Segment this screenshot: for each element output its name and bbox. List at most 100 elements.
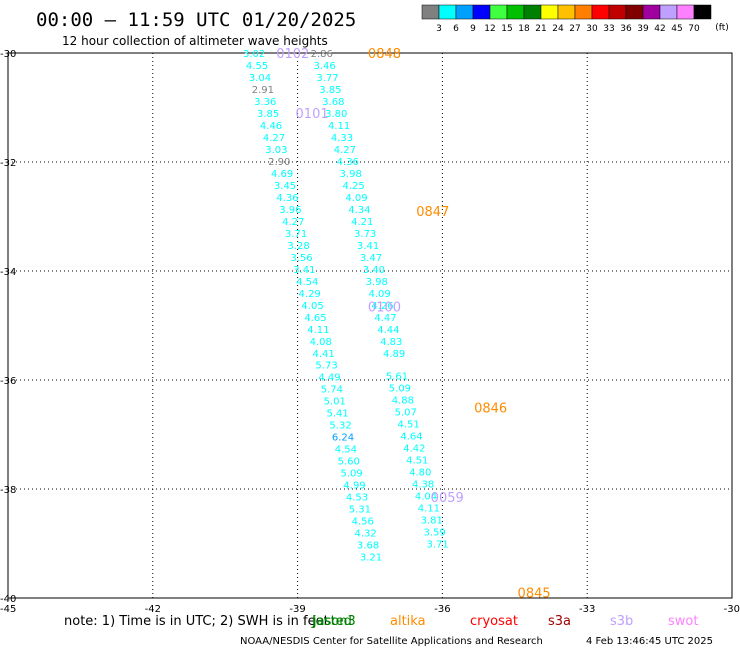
swh-value: 4.09 (345, 193, 367, 204)
swh-value: 5.61 (386, 372, 408, 383)
pass-time-label: 0848 (368, 47, 401, 62)
colorbar-label: 3 (436, 24, 442, 34)
colorbar-swatch (659, 4, 678, 20)
colorbar-swatch (608, 4, 627, 20)
swh-value: 3.40 (363, 265, 385, 276)
colorbar-label: 27 (569, 24, 580, 34)
swh-value: 4.83 (380, 337, 402, 348)
swh-value: 4.04 (415, 492, 437, 503)
y-tick-label: -40 (0, 594, 16, 605)
footer-note: note: 1) Time is in UTC; 2) SWH is in fe… (64, 614, 329, 629)
y-axis-ticks: -30 -32 -34 -36 -38 -40 (0, 49, 16, 605)
swh-value: 4.38 (412, 480, 434, 491)
pass-time-label: 0846 (474, 401, 507, 416)
swh-value: 4.36 (276, 193, 298, 204)
pass-time-labels: 0102 0101 0100 0059 0848 0847 0846 0845 (276, 47, 550, 602)
swh-value: 5.74 (321, 385, 343, 396)
colorbar-swatch (625, 4, 644, 20)
colorbar-swatch (489, 4, 508, 20)
swh-value: 4.51 (397, 420, 419, 431)
swh-value: 5.07 (395, 408, 417, 419)
swh-value: 3.41 (293, 265, 315, 276)
swh-value: 3.77 (316, 73, 338, 84)
swh-value: 5.60 (338, 457, 360, 468)
swh-value: 5.09 (341, 469, 363, 480)
swh-value: 4.44 (377, 325, 399, 336)
swh-value: 3.46 (313, 61, 335, 72)
swh-value: 5.09 (389, 384, 411, 395)
y-tick-label: -34 (0, 267, 16, 278)
swh-value: 4.64 (400, 432, 422, 443)
x-tick-label: -45 (0, 604, 16, 615)
swh-value: 4.49 (318, 373, 340, 384)
swh-value: 5.31 (349, 505, 371, 516)
swh-value: 4.11 (418, 504, 440, 515)
colorbar-label: 24 (552, 24, 564, 34)
swh-value: 5.41 (327, 409, 349, 420)
chart-title: 00:00 – 11:59 UTC 01/20/2025 (36, 9, 356, 31)
colorbar-swatch (676, 4, 695, 20)
swh-value: 3.56 (290, 253, 312, 264)
y-tick-label: -32 (0, 158, 16, 169)
swh-value: 4.09 (369, 289, 391, 300)
swh-value: 4.99 (343, 481, 365, 492)
swh-value: 4.11 (307, 325, 329, 336)
footer-timestamp: 4 Feb 13:46:45 UTC 2025 (586, 636, 713, 647)
swh-value: 3.68 (357, 541, 379, 552)
legend-item-altika: altika (390, 614, 426, 629)
swh-value: 3.85 (257, 109, 279, 120)
swh-value: 5.73 (315, 361, 337, 372)
swh-value: 4.08 (310, 337, 332, 348)
legend-item-swot: swot (668, 614, 698, 629)
swh-value: 3.71 (426, 540, 448, 551)
legend-overlap-text: Jasted (311, 614, 352, 629)
y-tick-label: -36 (0, 376, 16, 387)
legend-item-s3b: s3b (610, 614, 633, 629)
swh-value: 4.26 (371, 301, 393, 312)
colorbar-swatch (523, 4, 542, 20)
footer-credit: NOAA/NESDIS Center for Satellite Applica… (240, 636, 543, 647)
colorbar-swatch (574, 4, 593, 20)
colorbar-unit-label: (ft) (715, 23, 729, 33)
legend-item-cryosat: cryosat (470, 614, 518, 629)
swh-value: 3.98 (340, 169, 362, 180)
swh-value: 3.59 (424, 528, 446, 539)
colorbar-label: 12 (484, 24, 495, 34)
swh-value: 2.90 (268, 157, 290, 168)
swh-value: 3.71 (285, 229, 307, 240)
swh-value: 4.27 (282, 217, 304, 228)
swh-value: 5.01 (324, 397, 346, 408)
swh-value: 5.32 (329, 421, 351, 432)
swh-value: 3.85 (319, 85, 341, 96)
colorbar-label: 39 (637, 24, 649, 34)
y-tick-label: -30 (0, 49, 16, 60)
color-scale-legend: 3 6 9 12 15 18 21 24 27 30 33 36 39 42 45 70 (421, 4, 712, 34)
y-tick-label: -38 (0, 485, 16, 496)
swh-value: 4.32 (355, 529, 377, 540)
swh-value: 4.33 (331, 133, 353, 144)
swh-value: 2.86 (311, 49, 333, 60)
swh-value: 3.28 (287, 241, 309, 252)
swh-value: 3.73 (354, 229, 376, 240)
swh-points: 3.024.553.042.913.363.854.464.273.032.90… (243, 49, 449, 564)
colorbar-swatch (591, 4, 610, 20)
legend-item-jason3: jason3 (312, 614, 356, 629)
swh-value: 3.81 (421, 516, 443, 527)
swh-value: 4.47 (374, 313, 396, 324)
pass-time-label: 0059 (431, 491, 464, 506)
legend-item-s3a: s3a (548, 614, 571, 629)
swh-value: 4.27 (263, 133, 285, 144)
colorbar-label: 18 (518, 24, 530, 34)
colorbar-label: 15 (501, 24, 512, 34)
pass-time-label: 0102 (276, 47, 309, 62)
swh-value: 3.36 (254, 97, 276, 108)
pass-time-label: 0845 (518, 587, 551, 602)
colorbar-label: 45 (671, 24, 682, 34)
colorbar-label: 6 (453, 24, 459, 34)
colorbar-label: 36 (620, 24, 632, 34)
swh-value: 3.98 (366, 277, 388, 288)
swh-value: 3.45 (274, 181, 296, 192)
swh-value: 4.42 (403, 444, 425, 455)
swh-value: 4.21 (351, 217, 373, 228)
swh-value: 4.29 (299, 289, 321, 300)
